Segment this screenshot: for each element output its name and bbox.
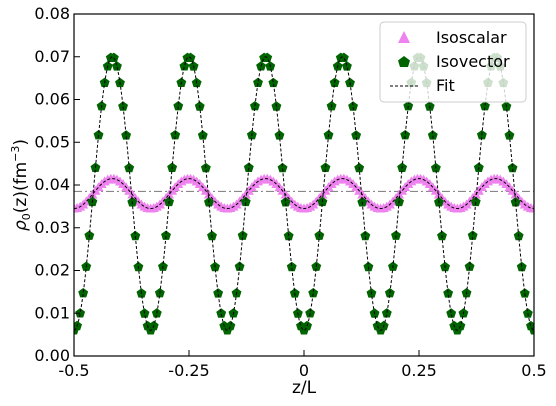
x-axis-title: z/L <box>292 378 317 398</box>
isovector-point <box>470 196 481 207</box>
y-tick-label: 0.06 <box>34 90 70 109</box>
y-axis-title-args: (z)(fm <box>11 162 31 213</box>
isovector-point <box>197 130 208 140</box>
isovector-point <box>529 325 534 335</box>
isovector-point <box>225 320 236 331</box>
y-tick-label: 0.00 <box>34 346 70 365</box>
y-axis-title-rho: ρ <box>11 220 31 231</box>
y-axis-title-sup: −3 <box>9 146 22 162</box>
y-axis-title: ρ0(z)(fm−3) <box>9 139 33 231</box>
x-tick-label: 0 <box>299 361 309 380</box>
isovector-point <box>121 130 132 140</box>
isovector-point <box>305 308 316 318</box>
isovector-fit-line <box>74 56 534 331</box>
x-tick-label: 0.25 <box>401 361 437 380</box>
isovector-point <box>308 287 319 298</box>
plot-area <box>74 52 534 335</box>
isovector-point <box>348 101 359 111</box>
isovector-point <box>391 230 401 240</box>
isovector-point <box>213 288 224 298</box>
isovector-point <box>277 162 288 173</box>
isovector-point <box>381 308 392 318</box>
y-tick-label: 0.03 <box>34 218 70 237</box>
isovector-point <box>108 52 119 63</box>
legend-isoscalar-marker <box>398 31 410 43</box>
isovector-point <box>464 261 475 271</box>
legend-box <box>379 21 527 103</box>
y-tick-label: 0.04 <box>34 175 70 194</box>
isovector-point <box>320 162 331 172</box>
isovector-point <box>75 308 86 318</box>
isovector-point <box>93 129 104 140</box>
x-tick-label: -0.5 <box>58 361 89 380</box>
isovector-point <box>179 61 190 71</box>
isovector-point <box>338 52 349 63</box>
isovector-point <box>341 61 352 71</box>
legend-isovector-label: Isovector <box>436 52 510 71</box>
isovector-point <box>216 308 227 318</box>
isovector-point <box>403 101 414 111</box>
isovector-point <box>280 197 291 207</box>
isovector-point <box>111 61 122 71</box>
isovector-point <box>522 308 533 318</box>
y-tick-label: 0.08 <box>34 4 70 23</box>
isovector-point <box>400 129 411 140</box>
isovector-point <box>161 230 171 240</box>
y-tick-label: 0.02 <box>34 261 70 280</box>
isovector-point <box>443 288 454 298</box>
legend-isoscalar-label: Isoscalar <box>436 28 507 47</box>
isovector-point <box>74 320 83 331</box>
y-tick-label: 0.01 <box>34 303 70 322</box>
isovector-point <box>427 130 438 140</box>
x-axis: -0.5 -0.25 0 0.25 0.5 <box>58 350 547 380</box>
isovector-point <box>234 261 245 271</box>
legend-isovector-marker <box>398 56 410 67</box>
x-tick-label: 0.5 <box>521 361 546 380</box>
x-tick-label: -0.25 <box>168 361 209 380</box>
isovector-point <box>253 77 263 87</box>
isovector-point <box>360 230 371 241</box>
isovector-point <box>130 230 141 241</box>
isoscalar-fit-line <box>74 178 534 210</box>
isovector-point <box>170 129 181 140</box>
isovector-point <box>479 101 490 111</box>
isovector-point <box>467 230 478 240</box>
isoscalar-point <box>529 203 534 213</box>
isovector-point <box>78 287 89 298</box>
isovector-point <box>455 320 466 331</box>
y-axis: 0.00 0.01 0.02 0.03 0.04 0.05 0.06 0.07 0.08 <box>34 4 80 365</box>
y-axis-title-sub: 0 <box>20 213 33 220</box>
isovector-point <box>268 77 279 88</box>
legend-fit-label: Fit <box>436 76 455 95</box>
y-axis-title-close: ) <box>11 139 31 146</box>
y-tick-label: 0.07 <box>34 47 70 66</box>
isovector-point <box>519 288 530 298</box>
isovector-point <box>173 101 184 111</box>
isovector-point <box>286 261 297 272</box>
isovector-point <box>507 162 518 173</box>
isovector-point <box>446 308 457 318</box>
isovector-point <box>240 196 251 207</box>
y-tick-label: 0.05 <box>34 132 70 151</box>
legend: Isoscalar Isovector Fit <box>379 21 527 103</box>
isovector-point <box>118 101 129 111</box>
isovector-point <box>243 162 254 172</box>
